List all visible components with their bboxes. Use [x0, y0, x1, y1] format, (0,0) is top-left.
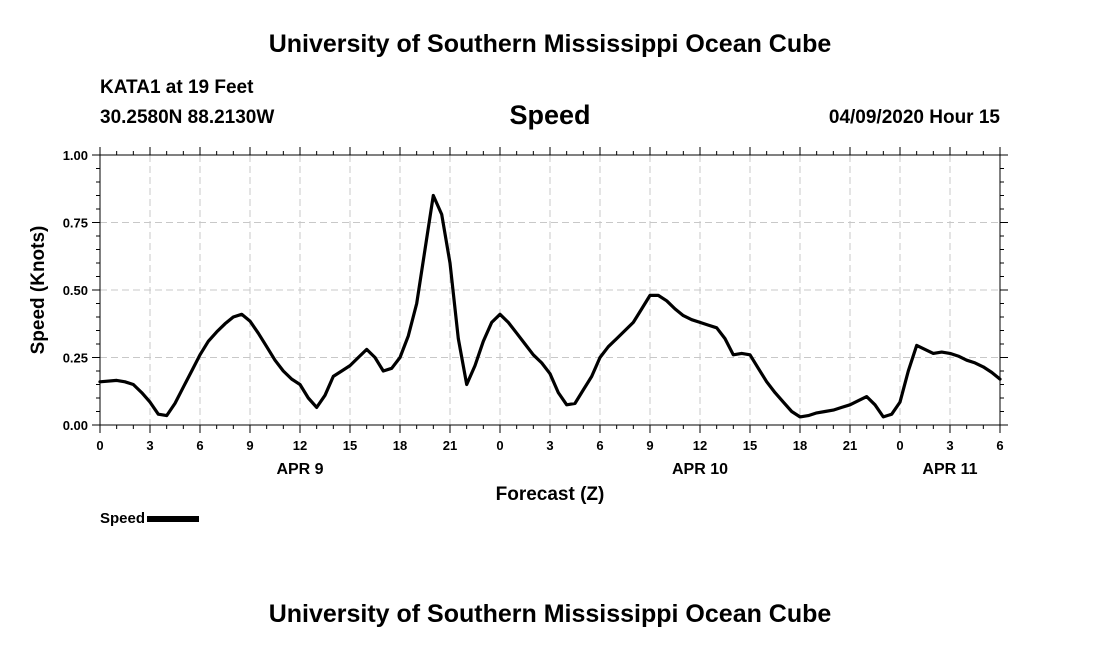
- x-tick-label: 3: [946, 438, 953, 453]
- x-tick-label: 12: [693, 438, 707, 453]
- coordinates-label: 30.2580N 88.2130W: [100, 107, 275, 128]
- chart-grid: [100, 155, 1000, 425]
- x-tick-label: 21: [443, 438, 457, 453]
- y-axis-label: Speed (Knots): [28, 226, 49, 355]
- x-tick-label: 15: [343, 438, 357, 453]
- x-tick-label: 0: [96, 438, 103, 453]
- x-tick-label: 18: [793, 438, 807, 453]
- x-tick-label: 6: [596, 438, 603, 453]
- x-tick-label: 9: [246, 438, 253, 453]
- x-tick-label: 15: [743, 438, 757, 453]
- chart-series: [98, 193, 1002, 419]
- x-tick-label: 6: [996, 438, 1003, 453]
- y-tick-label: 0.50: [63, 283, 88, 298]
- footer-title: University of Southern Mississippi Ocean…: [268, 600, 832, 628]
- date-label: APR 11: [922, 461, 977, 478]
- legend-label: Speed: [100, 510, 146, 527]
- x-tick-label: 0: [896, 438, 903, 453]
- x-tick-label: 9: [646, 438, 653, 453]
- page-title: University of Southern Mississippi Ocean…: [268, 30, 832, 58]
- x-tick-label: 3: [146, 438, 153, 453]
- y-tick-label: 1.00: [63, 148, 88, 163]
- x-tick-label: 6: [196, 438, 203, 453]
- legend: Speed: [100, 510, 200, 527]
- x-tick-label: 0: [496, 438, 503, 453]
- date-label: APR 9: [276, 461, 323, 478]
- x-tick-label: 18: [393, 438, 407, 453]
- x-tick-label: 12: [293, 438, 307, 453]
- legend-swatch: [147, 515, 200, 522]
- y-tick-label: 0.25: [63, 351, 88, 366]
- x-axis-label: Forecast (Z): [496, 484, 605, 505]
- y-tick-label: 0.75: [63, 216, 88, 231]
- y-tick-label: 0.00: [63, 418, 88, 433]
- x-tick-label: 21: [843, 438, 857, 453]
- chart-labels: 0.00 0.25 0.50 0.75 1.00 0 3 6 9 12 15 18 21 0 3 6 9 12 15…: [28, 148, 1004, 505]
- variable-title: Speed: [509, 100, 591, 130]
- chart-ticks: [92, 147, 1008, 433]
- speed-series-line: [98, 193, 1002, 419]
- x-tick-label: 3: [546, 438, 553, 453]
- date-label: APR 10: [672, 461, 728, 478]
- datetime-label: 04/09/2020 Hour 15: [828, 107, 1000, 128]
- station-label: KATA1 at 19 Feet: [100, 77, 254, 98]
